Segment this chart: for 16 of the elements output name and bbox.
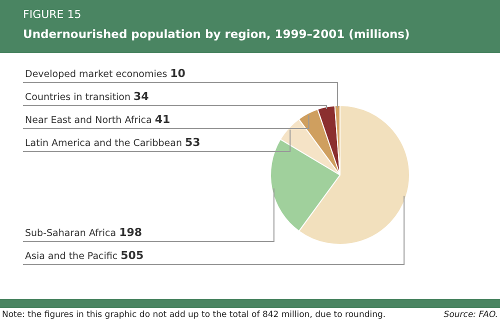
slice-label: Asia and the Pacific (25, 251, 121, 262)
text: Note: the figures in this graphic do not add up to the total of 842 million, due to rounding. (2, 310, 386, 320)
slice-label: Countries in transition (25, 92, 134, 103)
data-label: 53 (184, 136, 200, 149)
slice-label: Developed market economies (25, 69, 170, 80)
data-label: 10 (170, 67, 186, 80)
slice-label: Latin America and the Caribbean (25, 138, 185, 149)
slice-label: Near East and North Africa (25, 115, 155, 126)
source-note: Source: FAO. (444, 310, 498, 320)
chart-title: Undernourished population by region, 1999–2001 (millions) (23, 27, 410, 41)
data-label: 41 (154, 113, 170, 126)
chart-subtitle: FIGURE 15 (23, 8, 82, 21)
data-label: 505 (120, 249, 144, 262)
data-label: 34 (134, 90, 150, 103)
data-label: 198 (119, 226, 142, 239)
slice-label: Sub-Saharan Africa (25, 228, 120, 239)
